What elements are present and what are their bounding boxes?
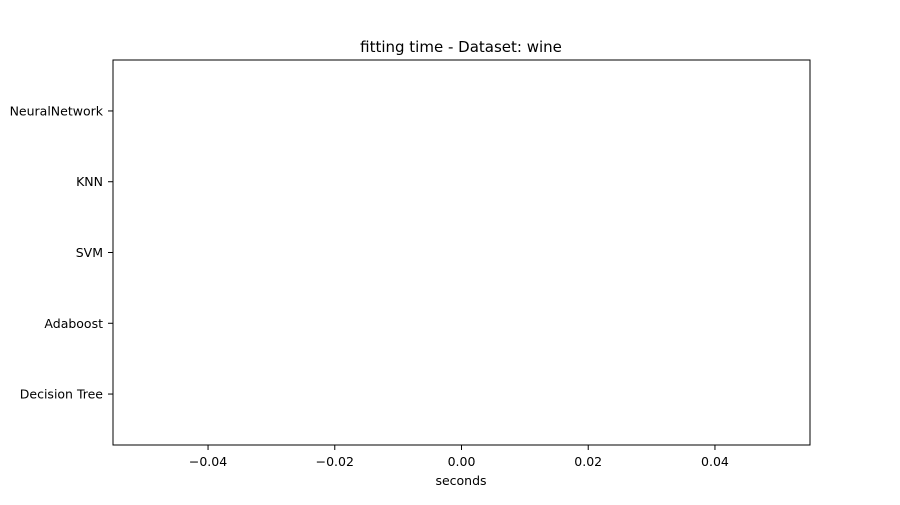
y-axis: Decision Tree Adaboost SVM KNN NeuralNetwork [10,103,113,402]
x-tick-label: 0.02 [574,454,602,469]
x-tick-label: −0.04 [189,454,227,469]
plot-area-frame [112,59,811,446]
x-axis-label: seconds [435,473,486,488]
x-tick-label: 0.00 [448,454,476,469]
y-tick-label: KNN [76,174,103,189]
y-tick-label: SVM [76,245,103,260]
x-axis: −0.04 −0.02 0.00 0.02 0.04 [189,445,729,469]
x-tick-label: −0.02 [316,454,354,469]
chart-title: fitting time - Dataset: wine [360,38,562,56]
y-tick-label: Decision Tree [20,387,104,402]
y-tick-label: Adaboost [44,316,103,331]
x-tick-label: 0.04 [701,454,729,469]
y-tick-label: NeuralNetwork [10,103,104,118]
